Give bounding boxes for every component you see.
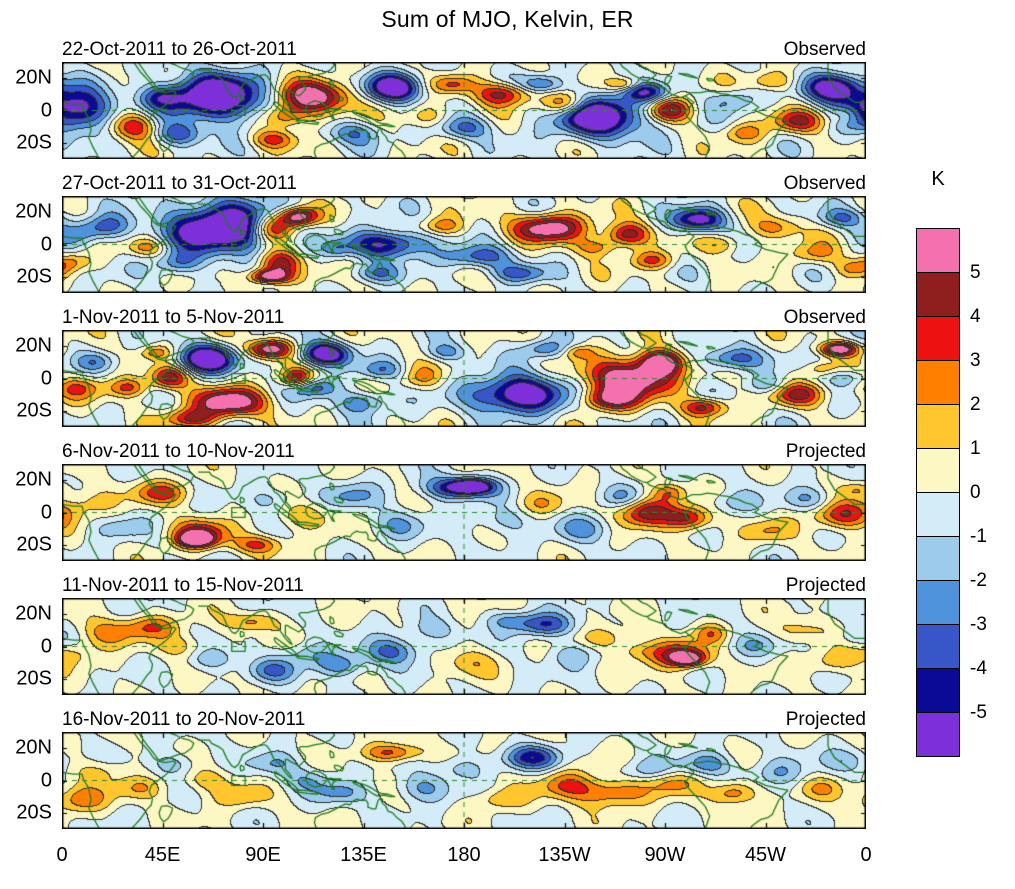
- colorbar-box: [916, 360, 960, 405]
- y-axis-labels: 20N 0 20S: [0, 598, 58, 695]
- panel-4: 6-Nov-2011 to 10-Nov-2011 Projected 20N …: [15, 440, 866, 561]
- colorbar-tick-label: -3: [970, 614, 987, 635]
- colorbar-box: [916, 448, 960, 493]
- map-canvas: [62, 62, 866, 159]
- colorbar-tick-label: 3: [970, 350, 981, 371]
- y-axis-labels: 20N 0 20S: [0, 464, 58, 561]
- colorbar-unit-label: K: [931, 168, 945, 190]
- map-canvas: [62, 732, 866, 829]
- colorbar-tick-label: -4: [970, 658, 987, 679]
- y-tick-20s: 20S: [16, 533, 52, 556]
- y-tick-20n: 20N: [15, 334, 52, 357]
- colorbar-tick-label: -5: [970, 702, 987, 723]
- panel-3-header: 1-Nov-2011 to 5-Nov-2011 Observed: [62, 306, 866, 330]
- colorbar-box: [916, 536, 960, 581]
- panel-2-plot: 20N 0 20S: [15, 196, 866, 293]
- panel-status-label: Observed: [783, 39, 866, 60]
- colorbar-box: [916, 712, 960, 757]
- panel-date-label: 22-Oct-2011 to 26-Oct-2011: [62, 39, 297, 60]
- x-tick-label: 0: [860, 844, 872, 866]
- panel-date-label: 1-Nov-2011 to 5-Nov-2011: [62, 307, 285, 328]
- colorbar-box: [916, 624, 960, 669]
- colorbar-box: [916, 272, 960, 317]
- colorbar-box: [916, 228, 960, 273]
- panel-date-label: 11-Nov-2011 to 15-Nov-2011: [62, 575, 304, 596]
- y-tick-20n: 20N: [15, 468, 52, 491]
- x-tick-label: 45E: [144, 844, 181, 866]
- y-axis-labels: 20N 0 20S: [0, 196, 58, 293]
- panel-status-label: Projected: [785, 709, 866, 730]
- panel-3: 1-Nov-2011 to 5-Nov-2011 Observed 20N 0 …: [15, 306, 866, 427]
- panel-status-label: Projected: [785, 575, 866, 596]
- x-tick-label: 0: [56, 844, 68, 866]
- panel-1-header: 22-Oct-2011 to 26-Oct-2011 Observed: [62, 38, 866, 62]
- panel-date-label: 16-Nov-2011 to 20-Nov-2011: [62, 709, 306, 730]
- map-canvas: [62, 196, 866, 293]
- y-tick-eq: 0: [40, 233, 52, 255]
- panel-5: 11-Nov-2011 to 15-Nov-2011 Projected 20N…: [15, 574, 866, 695]
- y-tick-eq: 0: [40, 635, 52, 657]
- colorbar-boxes: 5 4 3 2 1 0 -1 -2 -3 -4 -5: [916, 228, 987, 757]
- panel-status-label: Projected: [785, 441, 866, 462]
- y-tick-20n: 20N: [15, 200, 52, 223]
- colorbar: K 5 4 3 2 1 0 -1 -2 -3 -4 -5: [916, 168, 1015, 757]
- x-tick-label: 180: [447, 844, 481, 866]
- panel-date-label: 27-Oct-2011 to 31-Oct-2011: [62, 173, 297, 194]
- y-tick-eq: 0: [40, 501, 52, 523]
- x-tick-label: 135W: [538, 844, 591, 866]
- x-tick-label: 45W: [744, 844, 787, 866]
- colorbar-tick-label: 1: [970, 438, 981, 459]
- panel-date-label: 6-Nov-2011 to 10-Nov-2011: [62, 441, 295, 462]
- colorbar-box: [916, 492, 960, 537]
- panel-4-header: 6-Nov-2011 to 10-Nov-2011 Projected: [62, 440, 866, 464]
- panel-status-label: Observed: [783, 173, 866, 194]
- y-tick-20s: 20S: [16, 801, 52, 824]
- colorbar-tick-label: 4: [970, 306, 981, 327]
- colorbar-tick-label: 5: [970, 262, 981, 283]
- panel-6: 16-Nov-2011 to 20-Nov-2011 Projected 20N…: [15, 708, 866, 829]
- colorbar-box: [916, 404, 960, 449]
- map-canvas: [62, 598, 866, 695]
- colorbar-tick-label: 2: [970, 394, 981, 415]
- panel-6-plot: 20N 0 20S: [15, 732, 866, 829]
- colorbar-box: [916, 668, 960, 713]
- panel-2-header: 27-Oct-2011 to 31-Oct-2011 Observed: [62, 172, 866, 196]
- y-axis-labels: 20N 0 20S: [0, 732, 58, 829]
- panel-1-plot: 20N 0 20S: [15, 62, 866, 159]
- y-tick-20s: 20S: [16, 131, 52, 154]
- x-tick-label: 90W: [644, 844, 686, 866]
- y-tick-20n: 20N: [15, 736, 52, 759]
- y-axis-labels: 20N 0 20S: [0, 62, 58, 159]
- colorbar-box: [916, 316, 960, 361]
- colorbar-tick-label: -2: [970, 570, 987, 591]
- page-title: Sum of MJO, Kelvin, ER: [381, 6, 634, 32]
- panel-3-plot: 20N 0 20S: [15, 330, 866, 427]
- y-tick-20n: 20N: [15, 66, 52, 89]
- y-tick-20s: 20S: [16, 399, 52, 422]
- y-tick-20s: 20S: [16, 667, 52, 690]
- y-tick-eq: 0: [40, 367, 52, 389]
- y-tick-20s: 20S: [16, 265, 52, 288]
- colorbar-tick-label: 0: [970, 482, 981, 503]
- panel-status-label: Observed: [783, 307, 866, 328]
- colorbar-tick-label: -1: [970, 526, 987, 547]
- map-canvas: [62, 330, 866, 427]
- colorbar-box: [916, 580, 960, 625]
- y-tick-eq: 0: [40, 769, 52, 791]
- panel-2: 27-Oct-2011 to 31-Oct-2011 Observed 20N …: [15, 172, 866, 293]
- x-tick-label: 90E: [245, 844, 281, 866]
- x-tick-label: 135E: [340, 844, 387, 866]
- x-axis: 0 45E 90E 135E 180 135W 90W 45W 0: [56, 842, 871, 872]
- y-axis-labels: 20N 0 20S: [0, 330, 58, 427]
- panel-4-plot: 20N 0 20S: [15, 464, 866, 561]
- panel-5-plot: 20N 0 20S: [15, 598, 866, 695]
- panel-1: 22-Oct-2011 to 26-Oct-2011 Observed 20N …: [15, 38, 866, 159]
- panel-6-header: 16-Nov-2011 to 20-Nov-2011 Projected: [62, 708, 866, 732]
- panel-5-header: 11-Nov-2011 to 15-Nov-2011 Projected: [62, 574, 866, 598]
- map-canvas: [62, 464, 866, 561]
- y-tick-20n: 20N: [15, 602, 52, 625]
- y-tick-eq: 0: [40, 99, 52, 121]
